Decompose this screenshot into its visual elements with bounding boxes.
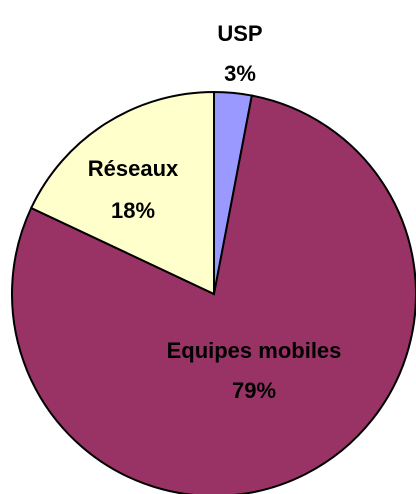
slice-label: Réseaux (88, 156, 179, 181)
slice-label: USP (217, 21, 262, 46)
pie-slice (29, 90, 215, 296)
slice-value-label: 18% (111, 198, 155, 223)
slice-value-label: 79% (232, 378, 276, 403)
slice-value-label: 3% (224, 61, 256, 86)
slice-label: Equipes mobiles (167, 338, 342, 363)
